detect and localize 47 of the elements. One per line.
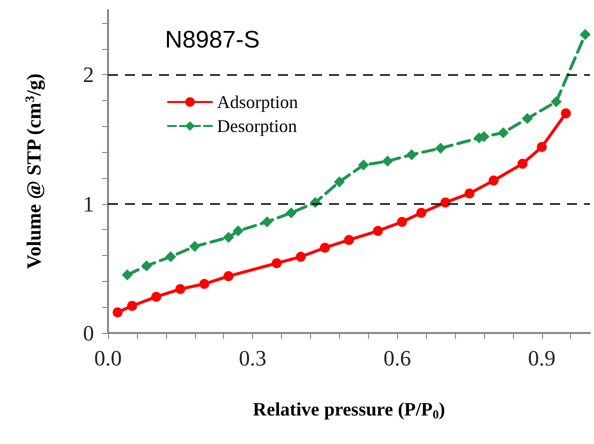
point: [560, 108, 571, 118]
y-axis-title: Volume @ STP (cm3/g): [22, 73, 46, 269]
point: [382, 156, 394, 167]
point: [141, 260, 152, 272]
x-tick-label: 0.6: [383, 346, 411, 370]
point: [344, 234, 354, 245]
x-tick-label: 0.3: [238, 346, 266, 370]
point: [272, 258, 282, 268]
point: [440, 198, 450, 208]
point: [464, 188, 474, 198]
point: [372, 226, 383, 236]
point: [262, 216, 273, 228]
annotation: N8987-S: [165, 26, 260, 54]
point: [358, 160, 369, 171]
point: [406, 149, 418, 160]
point: [416, 208, 426, 218]
point: [580, 29, 591, 40]
point: [488, 176, 499, 186]
point: [296, 252, 306, 262]
point: [334, 176, 345, 188]
point: [175, 284, 186, 294]
y-tick-label: 2: [83, 62, 94, 88]
point: [550, 96, 562, 108]
point: [435, 142, 446, 154]
point: [232, 225, 244, 236]
point: [518, 158, 528, 169]
y-tick-label: 1: [83, 191, 94, 216]
point: [286, 207, 297, 218]
x-tick-label: 0.0: [94, 346, 122, 370]
x-tick-label: 0.9: [528, 346, 556, 370]
point: [223, 232, 234, 243]
point: [397, 216, 408, 227]
point: [151, 292, 162, 302]
y-tick-label: 0: [83, 320, 94, 346]
point: [122, 269, 133, 280]
point: [536, 142, 547, 152]
point: [189, 240, 200, 252]
point: [498, 127, 509, 138]
point: [127, 300, 138, 311]
point: [165, 251, 176, 262]
point: [199, 278, 210, 289]
point: [224, 271, 234, 282]
point: [320, 242, 330, 253]
legend-label: Desorption: [217, 116, 297, 136]
legend-label: Adsorption: [217, 92, 298, 112]
point: [522, 113, 533, 124]
point: [112, 307, 123, 318]
